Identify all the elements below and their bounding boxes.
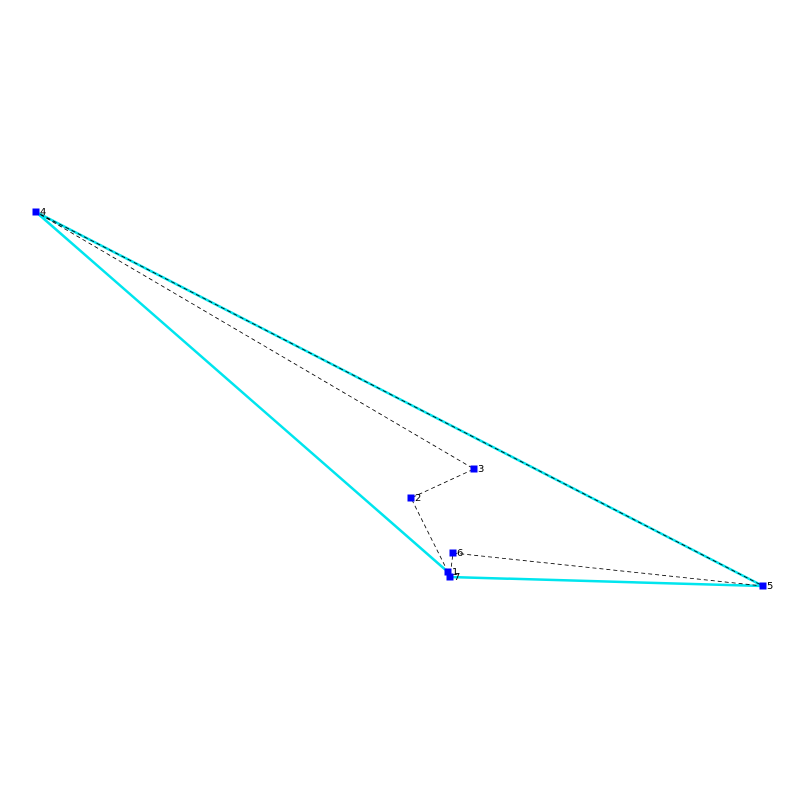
node-marker xyxy=(407,494,415,502)
node-marker xyxy=(32,208,40,216)
node-label: 2 xyxy=(415,493,421,504)
node-label: 7 xyxy=(454,572,460,583)
node-marker xyxy=(449,549,457,557)
node-label: 3 xyxy=(478,464,484,475)
node-label: 1 xyxy=(452,567,458,578)
node-marker xyxy=(759,582,767,590)
node-label: 5 xyxy=(767,581,773,592)
node-label: 4 xyxy=(40,207,46,218)
node-marker xyxy=(470,465,478,473)
node-marker xyxy=(446,573,454,581)
node-label: 6 xyxy=(457,548,463,559)
node-marker xyxy=(444,568,452,576)
nodes: 1 2 3 4 5 6 7 xyxy=(32,207,773,592)
